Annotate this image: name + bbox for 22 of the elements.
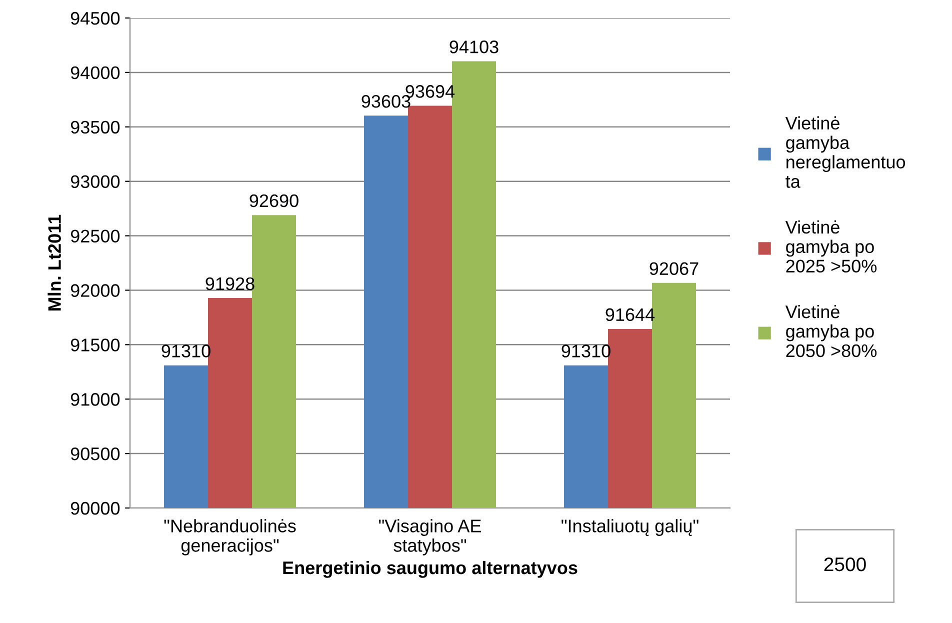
y-tick-label: 92000 <box>70 284 120 297</box>
y-tick-label: 91000 <box>70 393 120 406</box>
y-tick-label: 94000 <box>70 66 120 80</box>
y-axis-title: Mln. Lt2011 <box>48 214 61 310</box>
y-tick-label: 92500 <box>70 230 120 242</box>
y-tick-label: 94500 <box>70 12 120 25</box>
legend-label: Vietinė gamyba po 2025 >50% <box>785 220 877 273</box>
y-tick-label: 90500 <box>70 447 120 460</box>
x-tick-label: "Nebranduolinės generacijos" <box>164 519 296 556</box>
x-axis-title: Energetinio saugumo alternatyvos <box>283 560 578 578</box>
legend-label: Vietinė gamyba po 2050 >80% <box>785 304 877 358</box>
data-label: 92690 <box>250 194 298 208</box>
x-tick-label: "Instaliuotų galių" <box>562 519 698 536</box>
data-label: 94103 <box>450 40 498 54</box>
data-label: 92067 <box>650 262 698 275</box>
x-tick-label: "Visagino AE statybos" <box>379 519 481 556</box>
text: 2500 <box>824 557 866 572</box>
y-tick-label: 93500 <box>70 120 120 134</box>
y-tick-label: 93000 <box>70 175 120 188</box>
y-tick-label: 90000 <box>70 502 120 515</box>
legend-label: Vietinė gamyba nereglamentuota <box>785 116 906 188</box>
y-tick-label: 91500 <box>70 338 120 352</box>
